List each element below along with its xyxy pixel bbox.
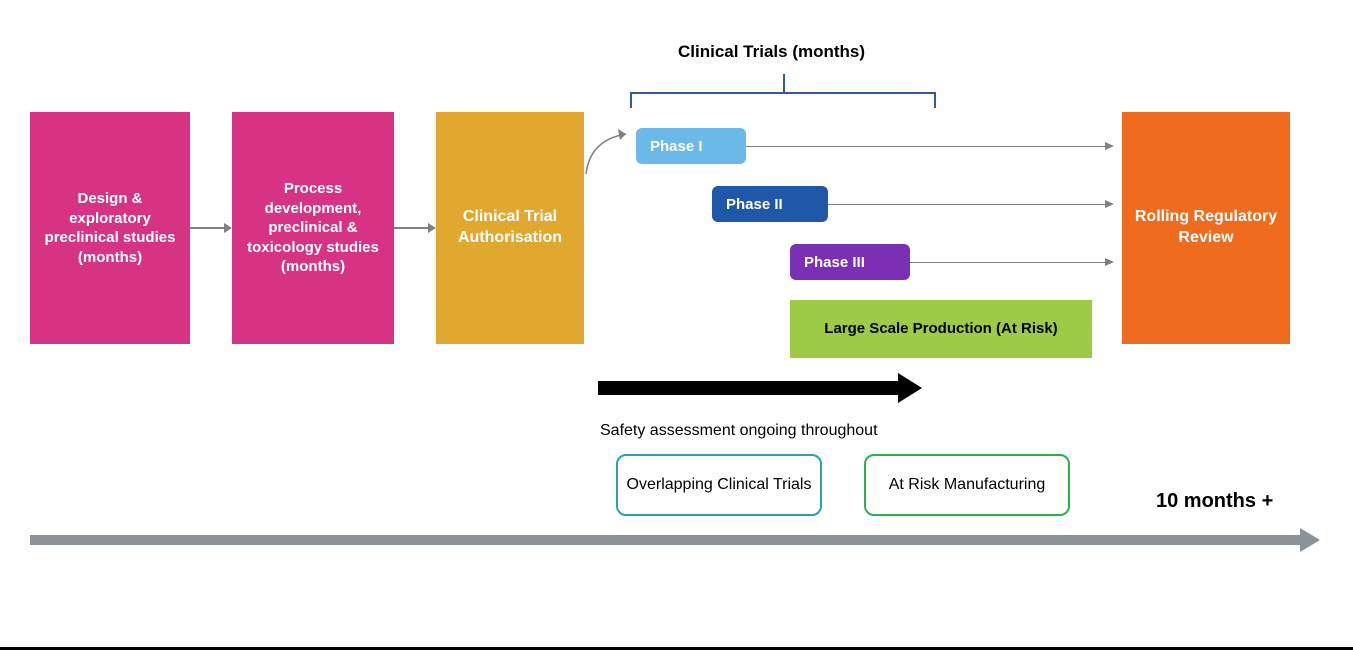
arrow-phase2	[828, 204, 1106, 205]
phase-3: Phase III	[790, 244, 910, 280]
phase-2: Phase II	[712, 186, 828, 222]
bracket-stem	[783, 74, 785, 92]
arrow-phase3	[910, 262, 1106, 263]
phase-1: Phase I	[636, 128, 746, 164]
box-design: Design & exploratory preclinical studies…	[30, 112, 190, 344]
box-overlapping: Overlapping Clinical Trials	[616, 454, 822, 516]
arrow-phase1	[746, 146, 1106, 147]
box-production: Large Scale Production (At Risk)	[790, 300, 1092, 358]
safety-label: Safety assessment ongoing throughout	[600, 422, 878, 440]
box-review: Rolling Regulatory Review	[1122, 112, 1290, 344]
box-process: Process development, preclinical & toxic…	[232, 112, 394, 344]
connector-2	[394, 227, 428, 229]
connector-1	[190, 227, 224, 229]
box-atrisk: At Risk Manufacturing	[864, 454, 1070, 516]
timeline-label: 10 months +	[1156, 490, 1273, 513]
curve-arrow	[580, 120, 640, 180]
bracket	[630, 92, 936, 94]
black-arrow	[598, 381, 898, 395]
connector-1-head	[224, 223, 232, 233]
diagram-container: Clinical Trials (months) Design & explor…	[0, 0, 1353, 650]
box-authorisation: Clinical Trial Authorisation	[436, 112, 584, 344]
clinical-trials-label: Clinical Trials (months)	[678, 42, 865, 62]
connector-2-head	[428, 223, 436, 233]
timeline-arrow	[30, 535, 1300, 545]
